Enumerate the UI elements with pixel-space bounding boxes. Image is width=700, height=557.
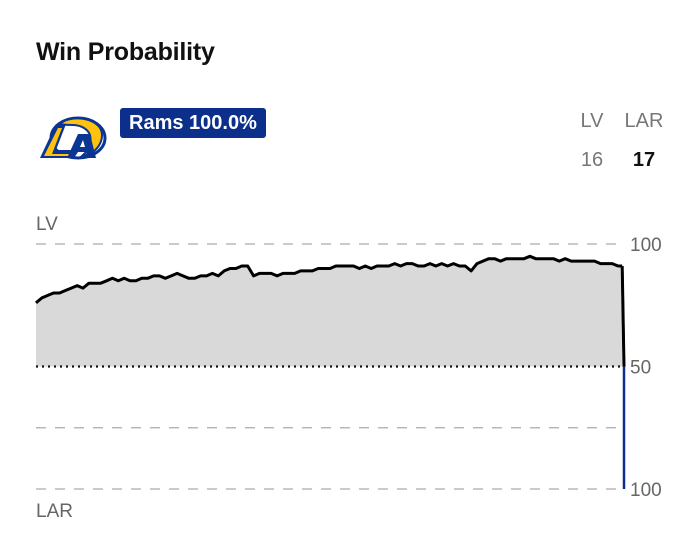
win-probability-line [35, 254, 623, 304]
scoreboard-team-lar: LAR 17 [614, 110, 674, 172]
top-team-label: LV [36, 214, 58, 235]
y-tick-label-middle: 50 [630, 358, 651, 379]
team-score-lv: 16 [580, 149, 604, 171]
rams-horn-logo-icon [40, 116, 107, 160]
page-title: Win Probability [36, 38, 215, 66]
y-tick-label-bottom: 100 [630, 480, 662, 501]
bottom-team-label: LAR [36, 501, 73, 522]
team-abbr-lar: LAR [624, 110, 664, 132]
team-score-lar: 17 [632, 149, 656, 171]
team-abbr-lv: LV [580, 110, 604, 132]
scoreboard-team-lv: LV 16 [562, 110, 622, 172]
probability-drop-segment [620, 265, 626, 367]
win-probability-badge: Rams 100.0% [120, 108, 266, 138]
win-probability-area [36, 256, 623, 367]
y-tick-label-top: 100 [630, 235, 662, 256]
